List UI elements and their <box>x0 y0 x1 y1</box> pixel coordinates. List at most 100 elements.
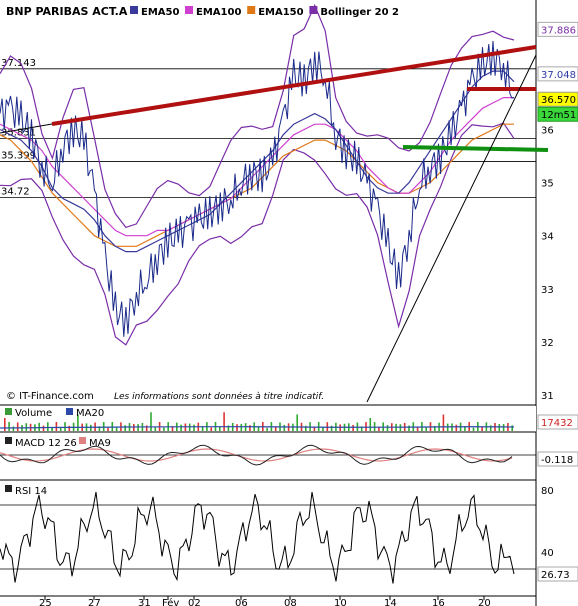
legend-label-0: EMA50 <box>141 7 179 18</box>
x-tick-8: 14 <box>384 598 397 606</box>
volume-value: 17432 <box>541 418 573 429</box>
level-label-3: 34.72 <box>1 186 30 197</box>
volume-bar <box>236 424 238 431</box>
x-tick-7: 10 <box>334 598 347 606</box>
y-tick-1: 32 <box>541 338 554 349</box>
volume-bar <box>4 418 6 431</box>
legend: EMA50 EMA100 EMA150 Bollinger 20 2 <box>130 6 399 18</box>
volume-bar <box>472 427 475 431</box>
volume-bar <box>502 424 505 431</box>
y-tick-0: 31 <box>541 391 554 402</box>
volume-bar <box>330 425 333 431</box>
volume-bar <box>266 427 268 431</box>
disclaimer: Les informations sont données à titre in… <box>114 391 324 402</box>
x-tick-1: 27 <box>88 598 101 606</box>
tag-last: 36.570 <box>541 95 576 106</box>
x-tick-9: 16 <box>432 598 445 606</box>
x-axis: 25 27 31 Fév 02 06 08 10 14 16 20 <box>39 596 491 606</box>
ma9-swatch <box>79 437 86 444</box>
volume-bar <box>489 425 492 431</box>
volume-bar <box>365 422 367 431</box>
volume-bar <box>408 425 410 431</box>
volume-bar <box>42 425 45 431</box>
volume-bar <box>163 427 165 431</box>
legend-swatch-1 <box>185 6 193 14</box>
volume-bar <box>434 425 436 431</box>
legend-swatch-0 <box>130 6 138 14</box>
volume-bar <box>124 425 126 431</box>
volume-bar <box>498 424 501 431</box>
volume-bar <box>240 423 243 431</box>
x-tick-6: 08 <box>284 598 297 606</box>
rsi-swatch <box>5 485 12 492</box>
volume-bar <box>180 424 182 431</box>
volume-bar <box>227 425 230 431</box>
volume-bar <box>25 423 28 431</box>
rsi-tag <box>537 566 578 582</box>
volume-bars <box>0 412 515 431</box>
legend-swatch-3 <box>309 6 318 14</box>
volume-bar <box>12 426 15 431</box>
volume-bar <box>249 425 251 431</box>
volume-bar <box>322 427 324 431</box>
macd-value: -0.118 <box>541 455 573 466</box>
volume-bar <box>274 426 277 431</box>
macd-tag <box>537 451 578 467</box>
volume-bar <box>210 427 212 431</box>
tag-box-bb <box>537 66 578 82</box>
volume-bar <box>317 422 320 431</box>
volume-bar <box>171 426 174 431</box>
volume-bar <box>107 427 109 431</box>
volume-bar <box>296 414 298 431</box>
volume-bar <box>150 412 152 431</box>
volume-bar <box>47 422 49 431</box>
tag-box-last <box>537 91 578 107</box>
ma9-label: MA9 <box>89 438 111 449</box>
x-tick-5: 06 <box>235 598 248 606</box>
tag-time: 12m51 <box>541 110 576 121</box>
ma20-swatch <box>66 408 73 415</box>
volume-bar <box>352 424 354 431</box>
ma20-label: MA20 <box>76 408 104 419</box>
volume-bar <box>137 424 139 431</box>
legend-label-3: Bollinger 20 2 <box>320 7 399 18</box>
volume-label: Volume <box>15 408 52 419</box>
volume-panel: Volume MA20 17432 <box>0 406 578 433</box>
volume-bar <box>223 412 225 431</box>
legend-label-2: EMA150 <box>258 7 303 18</box>
rsi-path <box>0 491 515 584</box>
macd-swatch <box>5 437 12 444</box>
left-trend-ext <box>0 123 53 134</box>
tag-box-time <box>537 106 578 122</box>
volume-bar <box>145 425 148 431</box>
y-tick-3: 34 <box>541 232 554 243</box>
ma20-line <box>0 425 515 429</box>
rsi-line <box>0 491 515 584</box>
macd-panel: MACD 12 26 MA9 -0.118 <box>0 437 578 481</box>
y-tick-2: 33 <box>541 285 554 296</box>
chart-title: BNP PARIBAS ACT.A <box>6 5 128 18</box>
volume-bar <box>305 425 307 431</box>
volume-bar <box>481 426 483 431</box>
green-support-line <box>402 145 549 152</box>
level-label-0: 37.143 <box>1 58 36 69</box>
volume-bar <box>219 426 221 431</box>
volume-bar <box>386 425 389 431</box>
price-tags: 37.886 37.048 36.570 12m51 <box>537 21 578 122</box>
volume-tag <box>537 414 578 430</box>
volume-bar <box>68 425 71 431</box>
price-line <box>0 40 515 337</box>
volume-bar <box>257 426 260 431</box>
macd-label: MACD 12 26 <box>15 438 77 449</box>
volume-bar <box>425 427 427 431</box>
volume-bar <box>98 426 101 431</box>
volume-bar <box>416 427 419 431</box>
x-tick-10: 20 <box>478 598 491 606</box>
x-tick-4: 02 <box>188 598 201 606</box>
x-tick-3: Fév <box>162 597 179 606</box>
volume-bar <box>369 417 372 431</box>
volume-bar <box>64 422 66 431</box>
volume-bar <box>55 422 58 431</box>
